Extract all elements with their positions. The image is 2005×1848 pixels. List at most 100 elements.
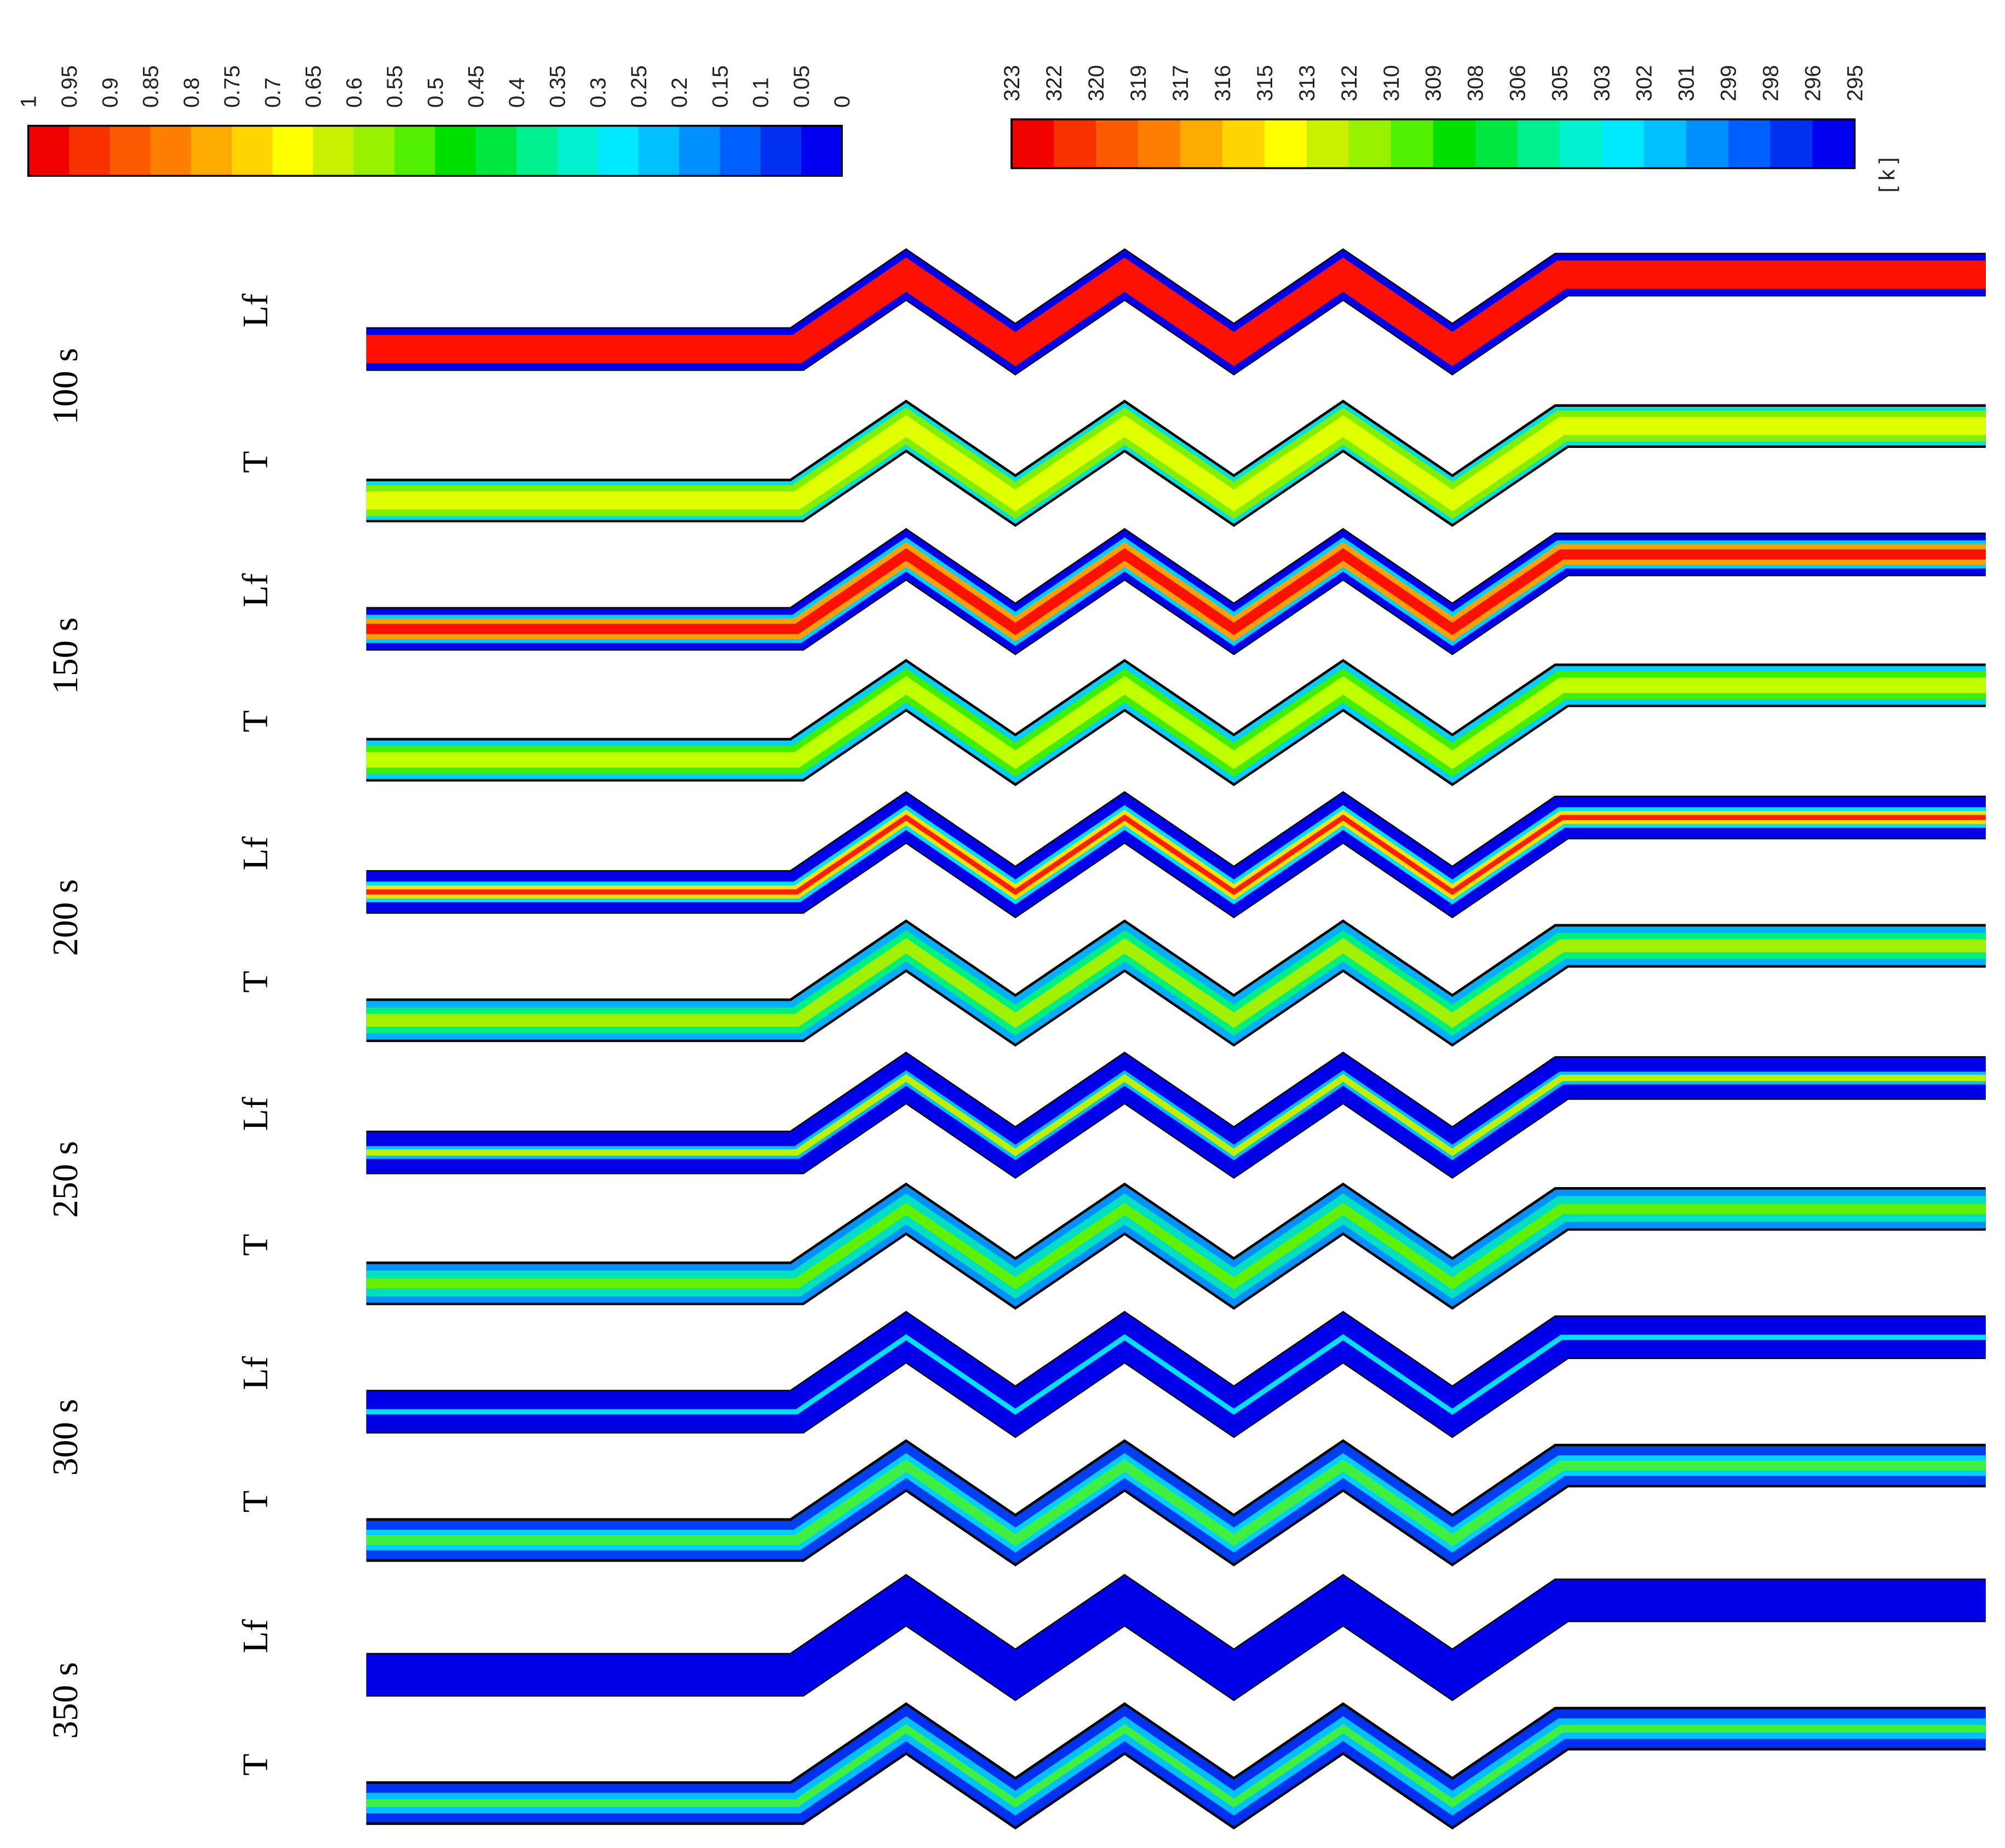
contour-band bbox=[366, 814, 1986, 895]
colorbar-label: 296 bbox=[1801, 65, 1825, 101]
colorbar-segment bbox=[232, 125, 273, 176]
contour-band bbox=[366, 1459, 1986, 1546]
time-label: 200 s bbox=[45, 879, 85, 956]
field-label: T bbox=[235, 451, 275, 473]
time-label: 150 s bbox=[45, 617, 85, 694]
colorbar-segment bbox=[1812, 119, 1855, 169]
colorbar-segment bbox=[1391, 119, 1434, 169]
colorbar-segment bbox=[1559, 119, 1602, 169]
colorbar-label: 319 bbox=[1127, 65, 1151, 101]
colorbar-segment bbox=[720, 125, 761, 176]
colorbar-label: 306 bbox=[1506, 65, 1530, 101]
colorbar-segment bbox=[110, 125, 151, 176]
colorbar-label: 322 bbox=[1042, 65, 1066, 101]
contour-band bbox=[366, 938, 1986, 1028]
contour-band bbox=[366, 1575, 1986, 1700]
colorbar-segment bbox=[475, 125, 518, 176]
colorbar-segment bbox=[1644, 119, 1687, 169]
contour-channel bbox=[366, 528, 1986, 655]
field-label: T bbox=[235, 1234, 275, 1256]
colorbar-label: 295 bbox=[1843, 65, 1867, 101]
field-label: Lf bbox=[235, 1356, 275, 1390]
colorbar-segment bbox=[1095, 119, 1139, 169]
contour-band bbox=[366, 257, 1986, 366]
colorbar-label: 0.7 bbox=[261, 77, 285, 107]
colorbar-segment bbox=[68, 125, 111, 176]
colorbar-label: 0.35 bbox=[545, 65, 570, 108]
colorbar-segment bbox=[557, 125, 599, 176]
colorbar-segment bbox=[1306, 119, 1349, 169]
contour-channel bbox=[366, 919, 1986, 1047]
colorbar-segment bbox=[1348, 119, 1392, 169]
contour-channel bbox=[366, 659, 1986, 786]
colorbar-segment bbox=[28, 125, 70, 176]
colorbar-segment bbox=[394, 125, 436, 176]
contour-band bbox=[366, 1334, 1986, 1415]
colorbar-label: 301 bbox=[1675, 65, 1699, 101]
colorbar-segment bbox=[1011, 119, 1055, 169]
colorbar-segment bbox=[598, 125, 639, 176]
colorbar-segment bbox=[313, 125, 355, 176]
colorbar-segment bbox=[638, 125, 680, 176]
colorbar-segment bbox=[1264, 119, 1307, 169]
contour-channel bbox=[366, 1439, 1986, 1567]
time-label: 300 s bbox=[45, 1399, 85, 1476]
field-label: Lf bbox=[235, 1097, 275, 1131]
field-label: Lf bbox=[235, 837, 275, 871]
colorbar-segment bbox=[679, 125, 721, 176]
colorbar-label: 0.95 bbox=[58, 65, 82, 108]
colorbar-label: 298 bbox=[1759, 65, 1783, 101]
colorbar-segment bbox=[516, 125, 558, 176]
colorbar-label: 0.45 bbox=[464, 65, 489, 108]
contour-channel bbox=[366, 248, 1986, 376]
colorbar-label: 308 bbox=[1464, 65, 1488, 101]
contour-band bbox=[366, 1724, 1986, 1808]
field-label: T bbox=[235, 710, 275, 732]
colorbar-label: 320 bbox=[1084, 65, 1108, 101]
colorbar-segment bbox=[801, 125, 843, 176]
colorbar-label: 0.9 bbox=[98, 77, 122, 107]
time-label: 100 s bbox=[45, 348, 85, 424]
colorbar-segment bbox=[1601, 119, 1645, 169]
contour-channel bbox=[366, 1051, 1986, 1179]
contour-band bbox=[366, 548, 1986, 635]
time-label: 250 s bbox=[45, 1141, 85, 1218]
contour-band bbox=[366, 1202, 1986, 1290]
colorbar-frame bbox=[1010, 118, 1856, 169]
colorbar-frame bbox=[27, 124, 843, 177]
colorbar-segment bbox=[1137, 119, 1181, 169]
colorbar-label: 0.1 bbox=[749, 77, 773, 107]
colorbar-segment bbox=[150, 125, 192, 176]
colorbar-label: 0.85 bbox=[139, 65, 163, 108]
contour-band bbox=[366, 676, 1986, 769]
contour-channel bbox=[366, 1702, 1986, 1830]
colorbar-label: 0.3 bbox=[587, 77, 611, 107]
colorbar-label: 0.2 bbox=[668, 77, 692, 107]
colorbar-label: 0.05 bbox=[790, 65, 814, 108]
colorbar-label: 0.6 bbox=[342, 77, 366, 107]
colorbar-segment bbox=[1517, 119, 1560, 169]
colorbar-label: 312 bbox=[1337, 65, 1361, 101]
contour-channel bbox=[366, 1182, 1986, 1310]
field-label: T bbox=[235, 1754, 275, 1776]
colorbar-label: 305 bbox=[1548, 65, 1572, 101]
colorbar-segment bbox=[760, 125, 802, 176]
colorbar-label: 0 bbox=[830, 96, 854, 108]
time-label: 350 s bbox=[45, 1662, 85, 1738]
colorbar-unit: [ k ] bbox=[1875, 157, 1899, 192]
colorbar-segment bbox=[1728, 119, 1771, 169]
colorbar-segment bbox=[272, 125, 314, 176]
colorbar-label: 309 bbox=[1422, 65, 1446, 101]
field-label: T bbox=[235, 971, 275, 993]
colorbar-label: 316 bbox=[1211, 65, 1235, 101]
colorbar-label: 0.5 bbox=[423, 77, 447, 107]
colorbar-segment bbox=[1180, 119, 1223, 169]
contour-channel bbox=[366, 399, 1986, 527]
colorbar-label: 0.55 bbox=[383, 65, 407, 108]
colorbar-segment bbox=[1770, 119, 1813, 169]
colorbar-segment bbox=[1686, 119, 1729, 169]
contour-band bbox=[366, 1074, 1986, 1156]
colorbar-label: 0.65 bbox=[302, 65, 326, 108]
colorbar-label: 315 bbox=[1253, 65, 1277, 101]
colorbar-segment bbox=[191, 125, 233, 176]
